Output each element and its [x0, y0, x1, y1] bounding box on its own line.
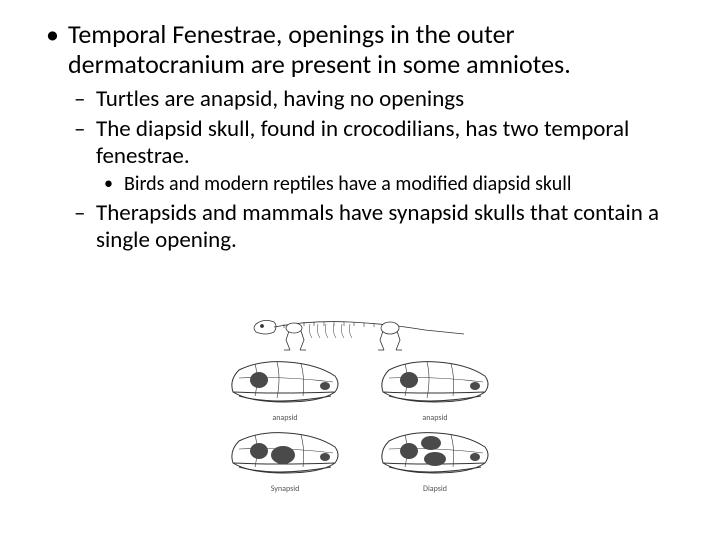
skull-svg [225, 358, 345, 412]
bullet-text: Turtles are anapsid, having no openings [96, 85, 464, 113]
skull-svg [375, 429, 495, 483]
skull-synapsid: Synapsid [220, 429, 350, 494]
skull-row-1: anapsid anapsid [220, 358, 500, 423]
bullet-list-lvl3: Birds and modern reptiles have a modifie… [96, 173, 680, 196]
skull-row-2: Synapsid Diapsid [220, 429, 500, 494]
bullet-lvl2: Turtles are anapsid, having no openings [96, 86, 680, 112]
bullet-lvl3: Birds and modern reptiles have a modifie… [124, 173, 680, 196]
skull-anapsid-right: anapsid [370, 358, 500, 423]
skull-caption: Diapsid [423, 484, 447, 494]
skull-anapsid-left: anapsid [220, 358, 350, 423]
bullet-list-lvl1: Temporal Fenestrae, openings in the oute… [40, 20, 680, 253]
skull-caption: Synapsid [271, 484, 300, 494]
skull-svg [225, 429, 345, 483]
slide: Temporal Fenestrae, openings in the oute… [0, 0, 720, 540]
bullet-list-lvl2: Turtles are anapsid, having no openings … [68, 86, 680, 253]
bullet-text: Temporal Fenestrae, openings in the oute… [68, 18, 571, 80]
bullet-text: Therapsids and mammals have synapsid sku… [96, 199, 659, 253]
skull-figure: anapsid anapsid [220, 310, 500, 500]
bullet-lvl1: Temporal Fenestrae, openings in the oute… [68, 20, 680, 253]
skull-diapsid: Diapsid [370, 429, 500, 494]
skull-svg [375, 358, 495, 412]
skull-caption: anapsid [272, 413, 297, 423]
bullet-lvl2: Therapsids and mammals have synapsid sku… [96, 200, 680, 253]
bullet-lvl2: The diapsid skull, found in crocodilians… [96, 116, 680, 196]
skeleton-illustration [220, 310, 500, 354]
skeleton-svg [250, 310, 470, 352]
bullet-text: Birds and modern reptiles have a modifie… [124, 172, 571, 196]
bullet-text: The diapsid skull, found in crocodilians… [96, 115, 629, 169]
skull-caption: anapsid [422, 413, 447, 423]
